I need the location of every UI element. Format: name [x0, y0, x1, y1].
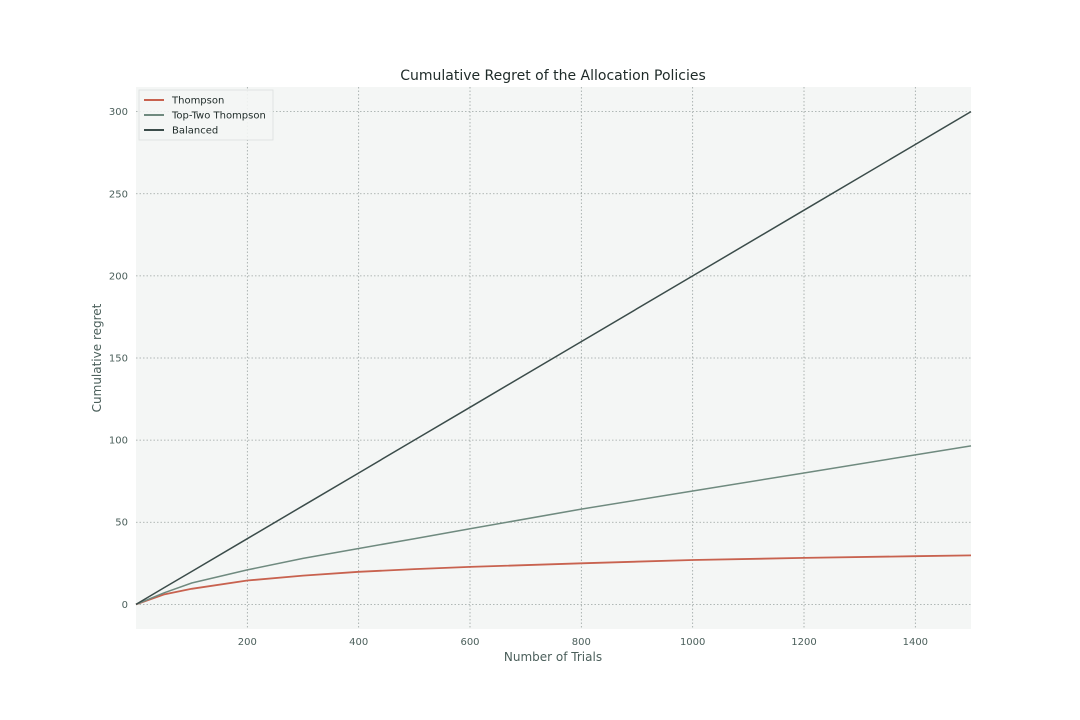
y-tick-label: 300 [109, 107, 128, 118]
series-line-balanced [135, 110, 972, 606]
legend: Thompson Top-Two Thompson Balanced [138, 89, 274, 141]
x-tick-label: 200 [238, 637, 257, 648]
x-axis-label: Number of Trials [504, 650, 602, 664]
series-line-top-two-thompson [135, 445, 972, 606]
y-axis-label: Cumulative regret [90, 303, 104, 412]
x-tick-label: 800 [572, 637, 591, 648]
legend-label: Balanced [172, 126, 218, 137]
y-tick-label: 250 [109, 189, 128, 200]
x-tick-label: 1200 [791, 637, 816, 648]
x-tick-label: 1000 [680, 637, 705, 648]
legend-label: Top-Two Thompson [171, 111, 266, 122]
series-lines [135, 110, 972, 606]
x-tick-label: 1400 [903, 637, 928, 648]
y-tick-label: 50 [115, 518, 128, 529]
x-tick-label: 400 [349, 637, 368, 648]
y-tick-label: 0 [122, 600, 128, 611]
tick-labels: 200 400 600 800 1000 1200 1400 0 50 100 150 200 250 3… [109, 107, 928, 648]
legend-label: Thompson [171, 96, 224, 107]
chart-title: Cumulative Regret of the Allocation Poli… [400, 68, 706, 84]
x-tick-label: 600 [460, 637, 479, 648]
y-tick-label: 200 [109, 271, 128, 282]
series-line-thompson [135, 554, 972, 606]
y-tick-label: 100 [109, 436, 128, 447]
y-tick-label: 150 [109, 354, 128, 365]
